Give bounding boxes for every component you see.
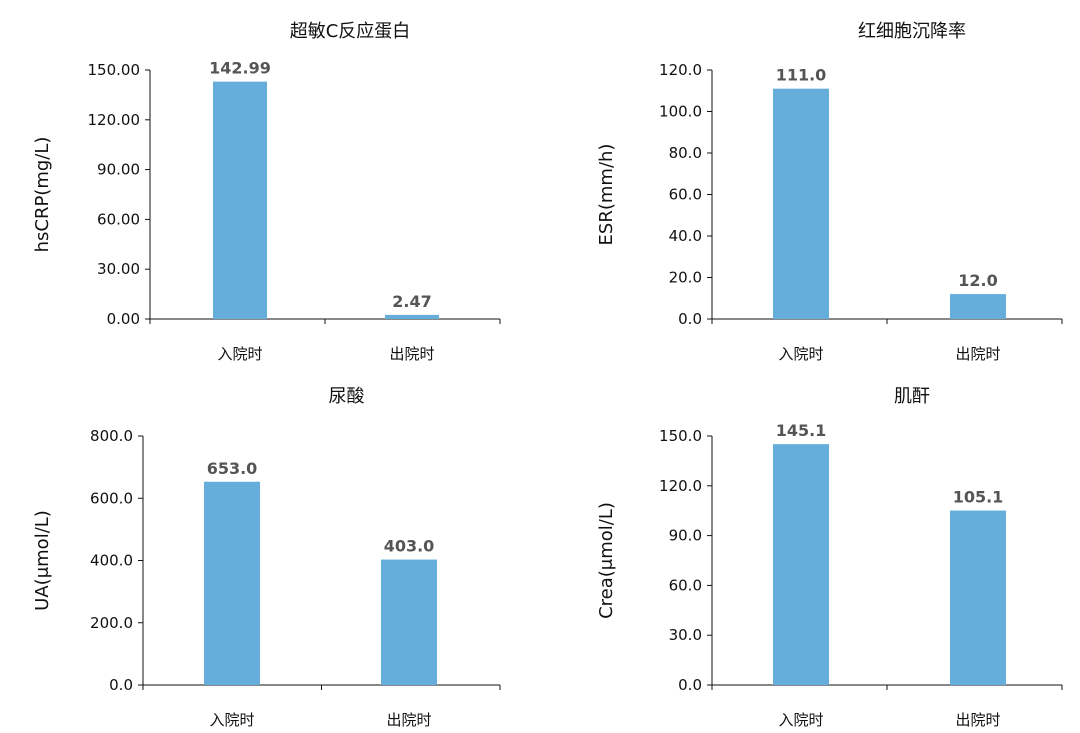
- chart-4-y-tick-label: 60.0: [669, 576, 702, 594]
- chart-3-bar-1: [204, 481, 260, 685]
- chart-4-y-tick-label: 0.0: [678, 676, 702, 694]
- chart-2-y-axis-label: ESR(mm/h): [596, 144, 617, 246]
- chart-4-y-tick-label: 120.0: [659, 477, 702, 495]
- chart-1-title: 超敏C反应蛋白: [290, 21, 411, 42]
- chart-1-category-label-2: 出院时: [389, 345, 434, 363]
- chart-1-y-tick-label: 120.00: [88, 111, 141, 129]
- chart-2-y-tick-label: 120.0: [659, 61, 702, 79]
- chart-2-category-label-1: 入院时: [778, 345, 823, 363]
- chart-4-data-label-2: 105.1: [953, 488, 1004, 507]
- chart-3-data-label-2: 403.0: [384, 537, 435, 556]
- chart-4-category-label-2: 出院时: [955, 711, 1000, 729]
- chart-3-y-tick-label: 800.0: [90, 427, 133, 445]
- chart-3-y-axis-label: UA(μmol/L): [32, 510, 53, 611]
- chart-4-bar-2: [950, 510, 1006, 685]
- chart-1-y-tick-label: 30.00: [97, 260, 140, 278]
- chart-3-y-tick-label: 200.0: [90, 614, 133, 632]
- chart-3-y-tick-label: 0.0: [109, 676, 133, 694]
- chart-1-category-label-1: 入院时: [217, 345, 262, 363]
- chart-3-data-label-1: 653.0: [207, 459, 258, 478]
- chart-2-title: 红细胞沉降率: [858, 21, 966, 42]
- chart-1-y-tick-label: 60.00: [97, 210, 140, 228]
- chart-1-data-label-1: 142.99: [209, 59, 271, 78]
- chart-1-bar-2: [385, 314, 439, 319]
- chart-2-bar-1: [773, 88, 829, 319]
- chart-2-y-tick-label: 60.0: [669, 186, 702, 204]
- chart-2-y-tick-label: 20.0: [669, 269, 702, 287]
- chart-2-y-tick-label: 80.0: [669, 144, 702, 162]
- chart-1-y-tick-label: 0.00: [107, 310, 140, 328]
- chart-2-category-label-2: 出院时: [955, 345, 1000, 363]
- chart-4-category-label-1: 入院时: [778, 711, 823, 729]
- chart-1-y-tick-label: 150.00: [88, 61, 141, 79]
- chart-4-y-tick-label: 150.0: [659, 427, 702, 445]
- chart-2-y-tick-label: 0.0: [678, 310, 702, 328]
- chart-3-category-label-1: 入院时: [209, 711, 254, 729]
- chart-1-bar-1: [213, 81, 267, 319]
- chart-4-y-axis-label: Crea(μmol/L): [596, 502, 617, 619]
- chart-2-bar-2: [950, 294, 1006, 319]
- chart-4-bar-1: [773, 444, 829, 685]
- chart-4-y-tick-label: 90.0: [669, 527, 702, 545]
- chart-1-y-axis-label: hsCRP(mg/L): [32, 137, 53, 253]
- chart-1-y-tick-label: 90.00: [97, 161, 140, 179]
- chart-4-title: 肌酐: [894, 386, 930, 407]
- chart-2-y-tick-label: 100.0: [659, 103, 702, 121]
- chart-2-data-label-2: 12.0: [958, 271, 997, 290]
- chart-3-category-label-2: 出院时: [386, 711, 431, 729]
- chart-1-data-label-2: 2.47: [392, 292, 431, 311]
- chart-3-title: 尿酸: [329, 386, 365, 407]
- chart-3-y-tick-label: 600.0: [90, 489, 133, 507]
- chart-4-data-label-1: 145.1: [776, 421, 827, 440]
- chart-2-data-label-1: 111.0: [776, 66, 827, 85]
- chart-4-y-tick-label: 30.0: [669, 626, 702, 644]
- chart-3-bar-2: [381, 559, 437, 685]
- chart-2-y-tick-label: 40.0: [669, 227, 702, 245]
- chart-3-y-tick-label: 400.0: [90, 552, 133, 570]
